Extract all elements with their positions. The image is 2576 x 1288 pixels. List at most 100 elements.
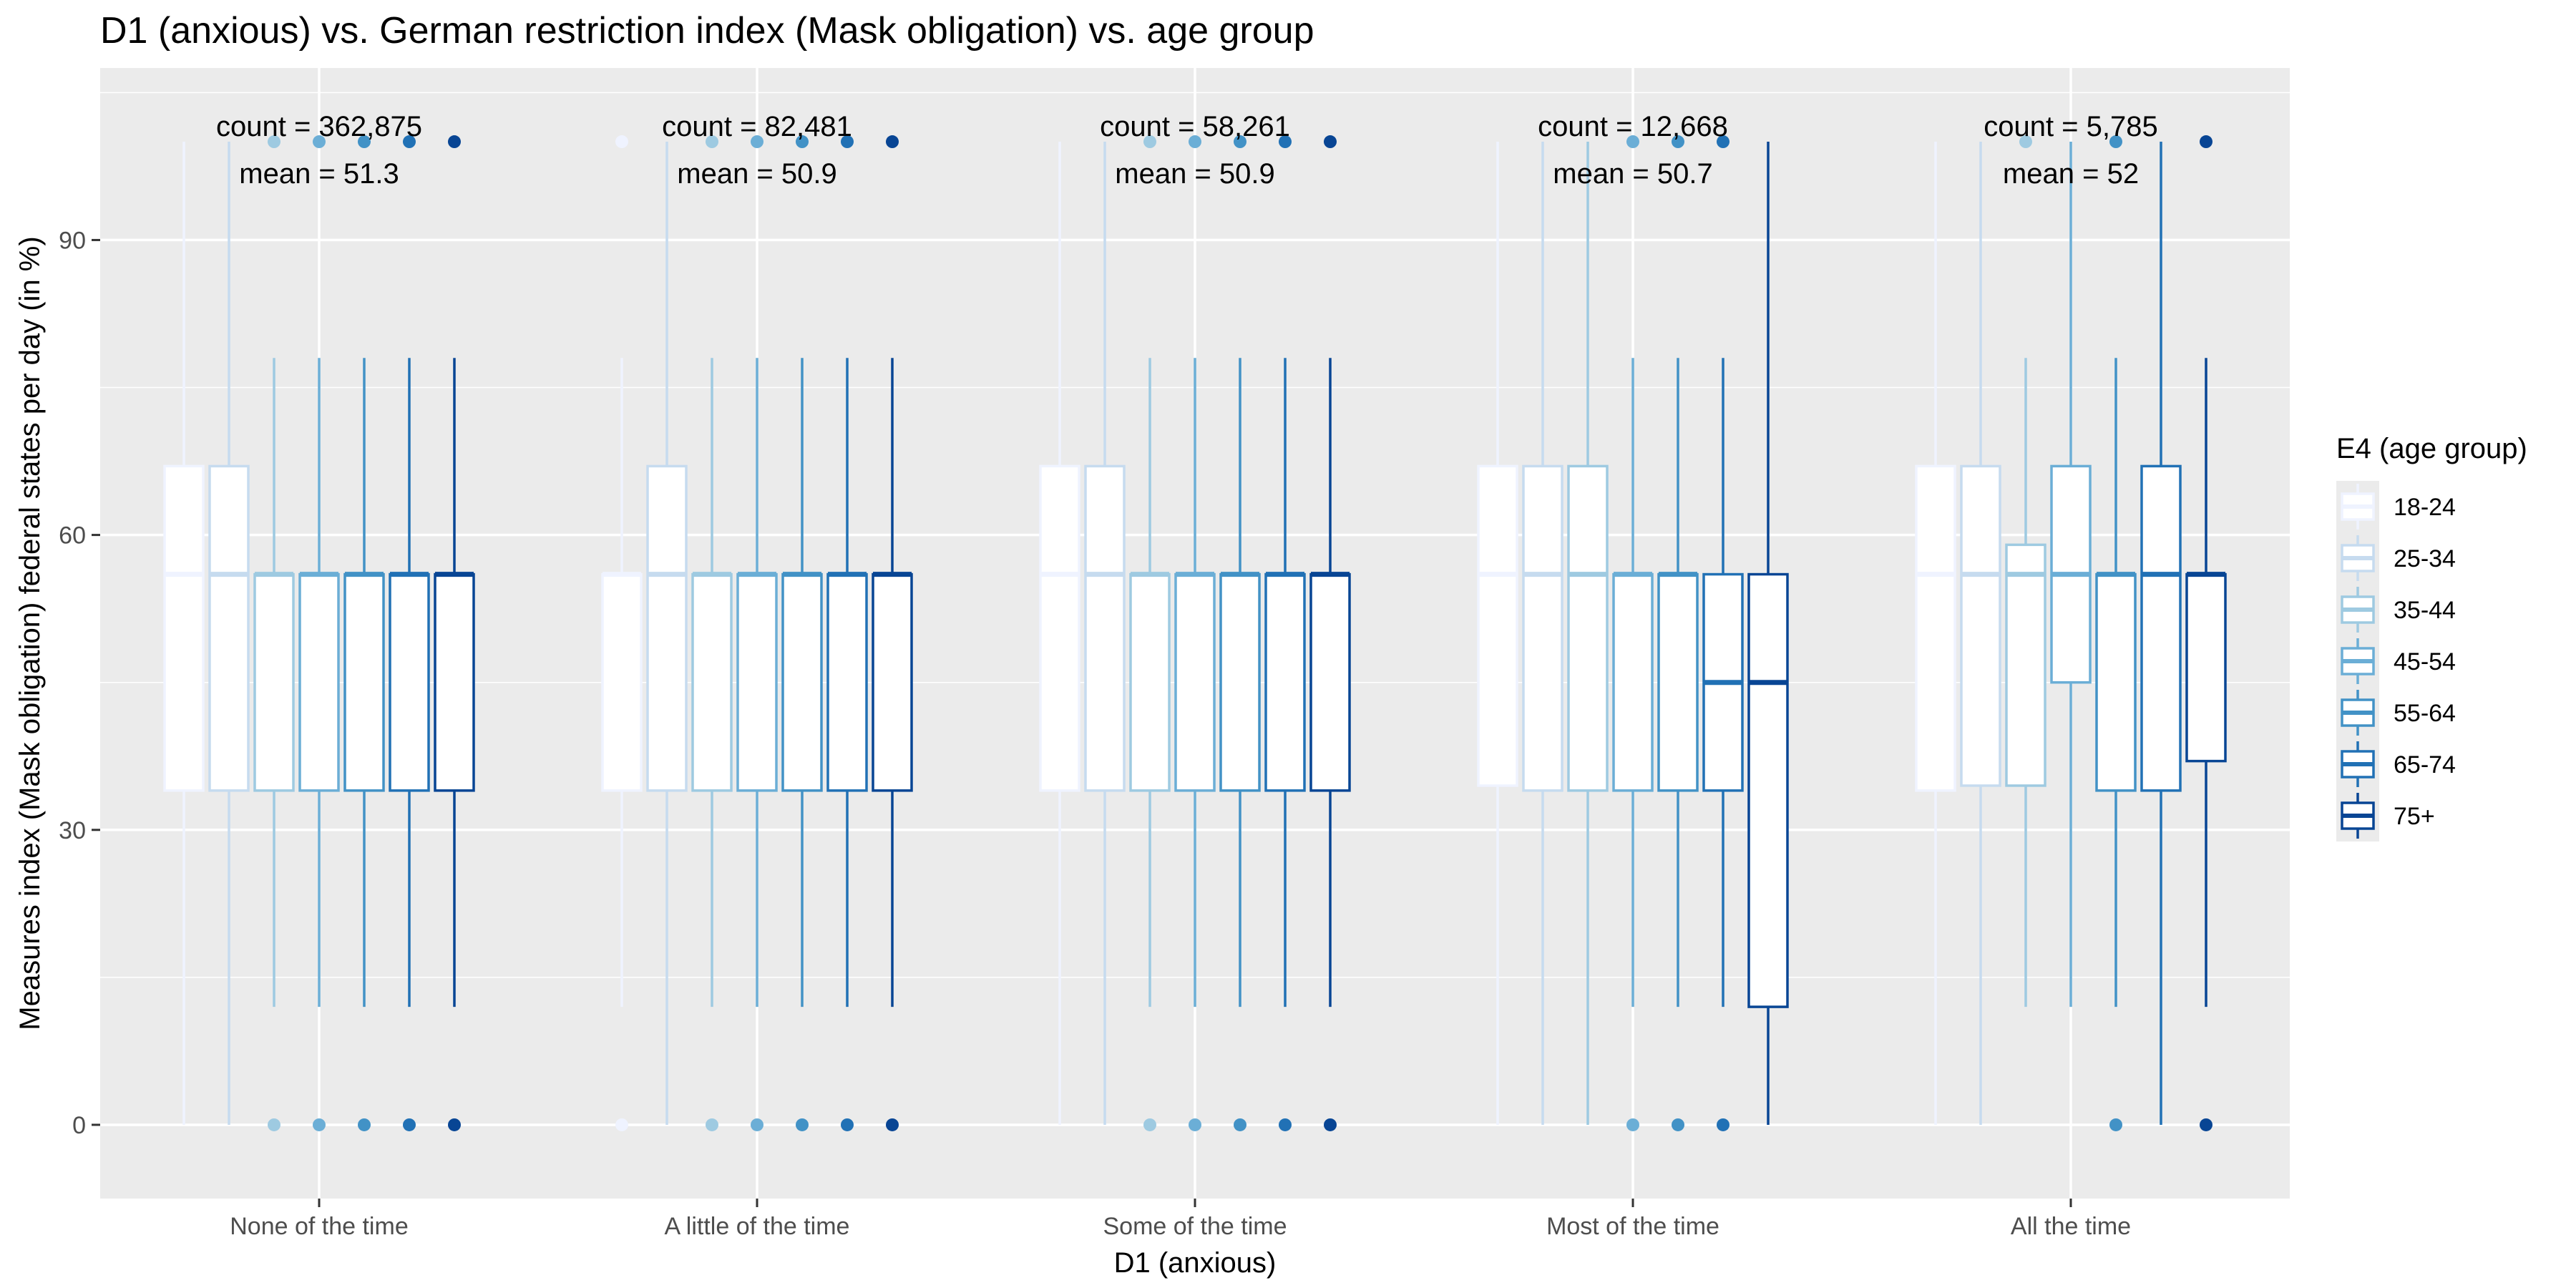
- box-body: [1612, 572, 1654, 792]
- outlier-point: [615, 135, 628, 149]
- box-body: [1129, 572, 1171, 792]
- outlier-point: [1626, 1118, 1639, 1131]
- outlier-point: [1672, 1118, 1684, 1131]
- outlier-point: [1717, 135, 1729, 149]
- box-body: [2185, 572, 2227, 763]
- outlier-point: [2200, 135, 2212, 149]
- box: [253, 135, 295, 1131]
- box: [826, 135, 868, 1131]
- count-label: count = 12,668: [1538, 111, 1728, 142]
- count-label: count = 58,261: [1100, 111, 1290, 142]
- mean-label: mean = 52: [2003, 158, 2139, 190]
- mean-label: mean = 51.3: [239, 158, 399, 190]
- count-label: count = 82,481: [662, 111, 852, 142]
- category-annotations: count = 362,875 mean = 51.3 count = 82,481…: [216, 111, 2158, 190]
- y-tick-label: 60: [59, 522, 86, 550]
- series-75+: [434, 135, 2227, 1131]
- outlier-point: [1234, 135, 1246, 149]
- count-label: count = 362,875: [216, 111, 422, 142]
- series-45-54: [298, 135, 2092, 1131]
- outlier-point: [751, 135, 763, 149]
- x-axis-title: D1 (anxious): [1114, 1247, 1277, 1279]
- box-body: [1264, 572, 1306, 792]
- outlier-point: [1324, 1118, 1337, 1131]
- mean-label: mean = 50.7: [1553, 158, 1713, 190]
- legend-item-75+: 75+: [2336, 790, 2435, 841]
- box: [343, 135, 385, 1131]
- box: [389, 135, 430, 1131]
- outlier-point: [313, 135, 326, 149]
- outlier-point: [2109, 135, 2122, 149]
- outlier-point: [403, 135, 416, 149]
- outlier-point: [268, 135, 280, 149]
- series-25-34: [208, 142, 2001, 1125]
- outlier-point: [1143, 1118, 1156, 1131]
- box: [736, 135, 778, 1131]
- outlier-point: [751, 1118, 763, 1131]
- box: [2050, 142, 2092, 1008]
- series-65-74: [389, 135, 2182, 1131]
- legend-item-55-64: 55-64: [2336, 687, 2456, 738]
- series-35-44: [253, 135, 2046, 1131]
- outlier-point: [796, 1118, 809, 1131]
- outlier-point: [2019, 135, 2032, 149]
- outlier-point: [2109, 1118, 2122, 1131]
- box-body: [1522, 464, 1563, 792]
- box-body: [1657, 572, 1699, 792]
- outlier-point: [615, 1118, 628, 1131]
- outlier-point: [2200, 1118, 2212, 1131]
- box-body: [781, 572, 823, 792]
- x-tick-label: A little of the time: [665, 1213, 850, 1240]
- y-tick-label: 0: [72, 1112, 86, 1139]
- outlier-point: [841, 135, 854, 149]
- legend-item-65-74: 65-74: [2336, 738, 2456, 790]
- outlier-point: [358, 1118, 371, 1131]
- outlier-point: [403, 1118, 416, 1131]
- legend-label: 75+: [2394, 803, 2435, 830]
- outlier-point: [706, 1118, 718, 1131]
- mean-label: mean = 50.9: [677, 158, 837, 190]
- legend-label: 18-24: [2394, 494, 2456, 521]
- box-body: [2140, 464, 2182, 792]
- outlier-point: [1143, 135, 1156, 149]
- legend-label: 45-54: [2394, 648, 2456, 675]
- box-body: [1219, 572, 1261, 792]
- box: [208, 142, 250, 1125]
- box: [1039, 142, 1080, 1125]
- outlier-point: [1189, 135, 1201, 149]
- box-body: [601, 572, 643, 792]
- y-axis-title: Measures index (Mask obligation) federal…: [14, 236, 46, 1030]
- box: [1309, 135, 1351, 1131]
- outlier-point: [1626, 135, 1639, 149]
- box: [1477, 142, 1518, 1125]
- box-body: [343, 572, 385, 792]
- box: [1915, 142, 1956, 1125]
- box-body: [1309, 572, 1351, 792]
- outlier-point: [1717, 1118, 1729, 1131]
- box-body: [2005, 543, 2046, 787]
- x-tick-label: None of the time: [230, 1213, 408, 1240]
- legend-item-18-24: 18-24: [2336, 481, 2456, 532]
- x-tick-label: All the time: [2011, 1213, 2131, 1240]
- box-body: [434, 572, 475, 792]
- box: [1264, 135, 1306, 1131]
- outlier-point: [1279, 135, 1292, 149]
- series-55-64: [343, 135, 2137, 1131]
- outlier-point: [448, 1118, 461, 1131]
- box: [2005, 135, 2046, 1008]
- box-body: [872, 572, 913, 792]
- box-body: [691, 572, 733, 792]
- box: [2185, 135, 2227, 1131]
- box: [646, 142, 688, 1125]
- box-body: [298, 572, 340, 792]
- boxplot-series: [163, 135, 2227, 1131]
- outlier-point: [886, 135, 899, 149]
- box: [434, 135, 475, 1131]
- box-body: [2095, 572, 2137, 792]
- legend-item-25-34: 25-34: [2336, 532, 2456, 584]
- box-body: [163, 464, 205, 792]
- legend-label: 25-34: [2394, 545, 2456, 572]
- outlier-point: [1279, 1118, 1292, 1131]
